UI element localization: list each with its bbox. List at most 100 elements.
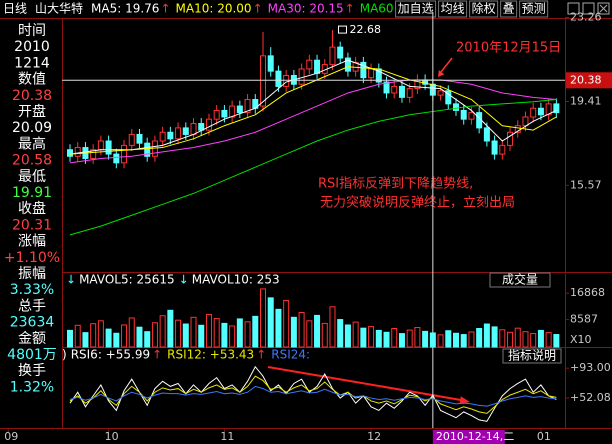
rsi-line: [69, 385, 557, 407]
candle-body: [244, 99, 251, 114]
volume-bar: [491, 326, 498, 348]
ma-legend: MA60: [360, 2, 394, 16]
volume-bar: [90, 323, 97, 348]
candle-body: [190, 123, 197, 135]
info-item: 换手: [18, 362, 46, 379]
candle-body: [314, 59, 321, 74]
icon[interactable]: [567, 2, 580, 15]
volume-bar: [344, 324, 351, 348]
legend-arrow: ↓: [66, 273, 76, 287]
info-item: 23634: [10, 315, 55, 331]
legend-arrow: ↑: [152, 348, 162, 362]
volume-bar: [252, 315, 259, 348]
legend-text: RSI24:: [271, 348, 310, 362]
candle-body: [113, 153, 120, 164]
x-tick-label: 01: [537, 430, 551, 443]
volume-bar: [182, 323, 189, 348]
candle-body: [530, 107, 537, 118]
candle-body: [198, 123, 205, 131]
toolbar-button[interactable]: 除权: [472, 1, 496, 16]
volume-bar: [267, 297, 274, 348]
trend-arrowhead: [459, 396, 470, 405]
y-tick-label: 19.41: [570, 94, 602, 107]
annotation-arrowhead: [438, 70, 445, 77]
candle-body: [445, 90, 452, 105]
volume-bar: [159, 315, 166, 348]
window-icons: [567, 2, 610, 15]
candle-body: [213, 109, 220, 120]
toolbar-button[interactable]: 均线: [441, 2, 465, 16]
high-label: 22.68: [349, 23, 381, 36]
volume-bar: [67, 329, 73, 348]
candle-body: [67, 149, 73, 157]
candle-body: [275, 70, 282, 87]
volume-bar: [121, 324, 128, 348]
volume-bar: [537, 329, 544, 348]
candle-body: [260, 55, 266, 107]
candle-body: [406, 88, 413, 98]
ma-line: [69, 79, 557, 164]
volume-bar: [74, 324, 81, 348]
icon[interactable]: [597, 2, 610, 15]
candle-body: [468, 112, 475, 120]
volume-bar: [144, 331, 151, 348]
candle-body: [507, 131, 514, 146]
ma-arrow: ↑: [345, 2, 355, 16]
candle-body: [437, 90, 444, 96]
y-tick-label: +52.08: [570, 391, 611, 404]
toolbar-button[interactable]: 加自选: [398, 2, 434, 16]
toolbar-button[interactable]: 叠: [503, 2, 515, 16]
legend-text: RSI12: +53.43: [167, 348, 254, 362]
candle-body: [391, 85, 398, 94]
volume-bar: [82, 332, 89, 348]
volume-bar: [283, 299, 290, 348]
button-border: [438, 0, 468, 18]
toolbar-button[interactable]: 预测: [522, 2, 546, 16]
candle-body: [453, 103, 459, 111]
info-item: 数值: [18, 72, 46, 88]
candle-body: [329, 46, 336, 66]
info-item: 金额: [18, 331, 46, 347]
volume-bar: [507, 331, 514, 348]
trend-line: [267, 366, 462, 401]
volume-bar: [337, 319, 344, 348]
info-item: 20.38: [12, 88, 52, 104]
candle-body: [74, 147, 81, 157]
info-item: 20.58: [12, 153, 52, 169]
volume-bar: [553, 334, 560, 348]
volume-bar: [406, 329, 413, 348]
panel-button[interactable]: 指标说明: [508, 348, 556, 363]
price-box: [566, 72, 612, 89]
info-item: 2010: [14, 39, 50, 55]
volume-bar: [329, 306, 336, 348]
volume-bar: [375, 329, 382, 348]
candle-body: [175, 127, 182, 140]
candle-body: [182, 127, 189, 135]
candle-body: [383, 81, 390, 94]
volume-bar: [352, 321, 359, 348]
volume-bar: [360, 327, 367, 348]
volume-bar: [298, 312, 305, 348]
volume-bar: [306, 320, 313, 348]
volume-bar: [545, 332, 552, 348]
info-item: 时间: [18, 23, 46, 39]
panel-button[interactable]: 成交量: [502, 272, 538, 287]
info-item: 4801万: [7, 347, 57, 363]
info-item: 19.91: [12, 185, 52, 201]
legend-arrow: ↓: [179, 273, 189, 287]
candle-body: [344, 57, 351, 72]
ma-line: [69, 99, 557, 236]
candle-body: [545, 103, 552, 116]
candle-body: [491, 140, 498, 155]
icon[interactable]: [582, 2, 595, 15]
button-border: [489, 272, 551, 288]
button-border: [519, 0, 549, 18]
period: 日线: [3, 2, 27, 16]
legend-text: RSI6: +55.99: [71, 348, 150, 362]
candle-body: [167, 131, 174, 140]
button-border: [469, 0, 499, 18]
info-item: 最低: [18, 169, 46, 185]
